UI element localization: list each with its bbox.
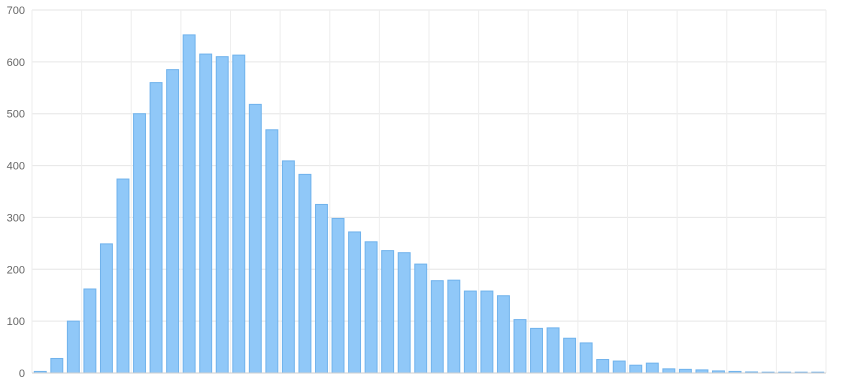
bar[interactable] [199, 53, 213, 374]
bar[interactable] [678, 368, 692, 374]
bar[interactable] [215, 56, 229, 374]
bar[interactable] [513, 319, 527, 374]
y-tick-label: 500 [7, 109, 25, 121]
y-tick-label: 400 [7, 161, 25, 173]
bar[interactable] [447, 279, 461, 374]
y-axis-tick-labels: 0 100 200 300 400 500 600 700 [7, 5, 25, 379]
bar[interactable] [232, 54, 246, 374]
bar[interactable] [414, 263, 428, 374]
y-tick-label: 0 [19, 368, 25, 379]
y-tick-label: 100 [7, 316, 25, 328]
bar[interactable] [579, 342, 593, 374]
y-tick-label: 600 [7, 57, 25, 69]
bar[interactable] [348, 231, 362, 374]
bar[interactable] [612, 360, 626, 374]
bar[interactable] [463, 290, 477, 374]
bar[interactable] [662, 368, 676, 374]
bar[interactable] [530, 327, 543, 374]
bar[interactable] [298, 173, 312, 374]
vertical-gridlines [31, 10, 827, 373]
bar[interactable] [83, 288, 97, 374]
bar[interactable] [364, 241, 378, 374]
y-tick-label: 300 [7, 212, 25, 224]
bar[interactable] [182, 34, 196, 374]
bar[interactable] [133, 113, 146, 374]
bar[interactable] [480, 290, 494, 374]
bar[interactable] [99, 243, 113, 374]
bar[interactable] [645, 362, 659, 374]
bar[interactable] [66, 320, 80, 374]
bar[interactable] [149, 82, 163, 374]
bar[interactable] [563, 337, 577, 374]
bar[interactable] [248, 103, 262, 374]
bar[interactable] [50, 357, 64, 374]
bar[interactable] [166, 69, 180, 374]
bar[interactable] [331, 217, 345, 374]
bar[interactable] [397, 252, 411, 374]
y-tick-label: 700 [7, 5, 25, 17]
bar[interactable] [629, 364, 643, 374]
bar[interactable] [596, 359, 610, 374]
bar[interactable] [265, 129, 279, 374]
y-tick-label: 200 [7, 264, 25, 276]
bar[interactable] [116, 178, 130, 374]
bar[interactable] [496, 295, 510, 374]
bar[interactable] [315, 203, 328, 374]
bar[interactable] [430, 280, 444, 374]
bar[interactable] [546, 327, 560, 374]
bar[interactable] [381, 250, 395, 374]
bar[interactable] [281, 160, 295, 374]
